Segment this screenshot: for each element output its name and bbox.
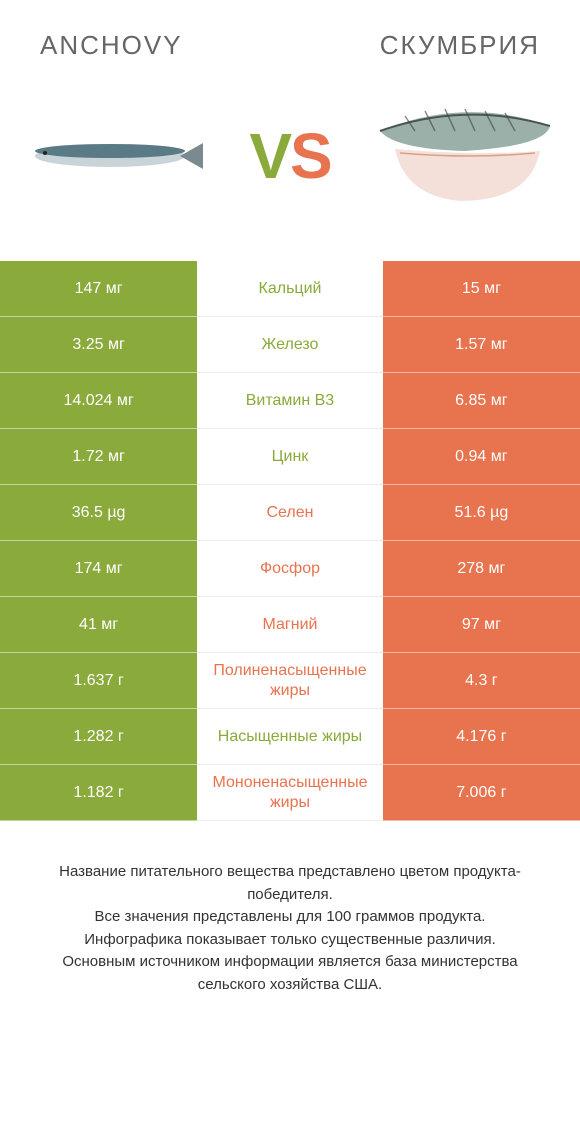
table-row: 14.024 мгВитамин B36.85 мг [0, 373, 580, 429]
nutrient-label-cell: Кальций [197, 261, 383, 317]
footer-notes: Название питательного вещества представл… [0, 821, 580, 1016]
left-value-cell: 14.024 мг [0, 373, 197, 429]
left-value-cell: 1.182 г [0, 765, 197, 821]
right-product-title: СКУМБРИЯ [380, 30, 540, 61]
footer-line-3: Инфографика показывает только существенн… [30, 929, 550, 952]
nutrient-label-cell: Витамин B3 [197, 373, 383, 429]
header: ANCHOVY СКУМБРИЯ [0, 0, 580, 71]
right-value-cell: 97 мг [383, 597, 580, 653]
footer-line-4: Основным источником информации является … [30, 951, 550, 996]
mackerel-image [370, 101, 560, 211]
anchovy-image [20, 101, 210, 211]
right-value-cell: 6.85 мг [383, 373, 580, 429]
table-row: 1.182 гМононенасыщенные жиры7.006 г [0, 765, 580, 821]
table-row: 1.282 гНасыщенные жиры4.176 г [0, 709, 580, 765]
table-row: 147 мгКальций15 мг [0, 261, 580, 317]
nutrient-label-cell: Селен [197, 485, 383, 541]
comparison-table: 147 мгКальций15 мг3.25 мгЖелезо1.57 мг14… [0, 261, 580, 821]
vs-v-letter: V [249, 120, 290, 192]
table-row: 174 мгФосфор278 мг [0, 541, 580, 597]
left-value-cell: 3.25 мг [0, 317, 197, 373]
nutrient-label-cell: Магний [197, 597, 383, 653]
table-row: 1.637 гПолиненасыщенные жиры4.3 г [0, 653, 580, 709]
nutrient-label-cell: Цинк [197, 429, 383, 485]
left-value-cell: 1.637 г [0, 653, 197, 709]
left-value-cell: 1.282 г [0, 709, 197, 765]
nutrient-label-cell: Насыщенные жиры [197, 709, 383, 765]
right-value-cell: 0.94 мг [383, 429, 580, 485]
left-value-cell: 1.72 мг [0, 429, 197, 485]
right-value-cell: 15 мг [383, 261, 580, 317]
right-value-cell: 1.57 мг [383, 317, 580, 373]
right-value-cell: 278 мг [383, 541, 580, 597]
left-value-cell: 147 мг [0, 261, 197, 317]
nutrient-label-cell: Полиненасыщенные жиры [197, 653, 383, 709]
right-value-cell: 51.6 µg [383, 485, 580, 541]
left-value-cell: 41 мг [0, 597, 197, 653]
nutrient-label-cell: Железо [197, 317, 383, 373]
left-value-cell: 36.5 µg [0, 485, 197, 541]
nutrient-label-cell: Мононенасыщенные жиры [197, 765, 383, 821]
right-value-cell: 7.006 г [383, 765, 580, 821]
left-product-title: ANCHOVY [40, 30, 183, 61]
vs-row: VS [0, 71, 580, 261]
table-row: 3.25 мгЖелезо1.57 мг [0, 317, 580, 373]
nutrient-label-cell: Фосфор [197, 541, 383, 597]
table-row: 41 мгМагний97 мг [0, 597, 580, 653]
vs-label: VS [249, 119, 330, 193]
table-row: 36.5 µgСелен51.6 µg [0, 485, 580, 541]
right-value-cell: 4.3 г [383, 653, 580, 709]
table-row: 1.72 мгЦинк0.94 мг [0, 429, 580, 485]
right-value-cell: 4.176 г [383, 709, 580, 765]
left-value-cell: 174 мг [0, 541, 197, 597]
footer-line-2: Все значения представлены для 100 граммо… [30, 906, 550, 929]
vs-s-letter: S [290, 120, 331, 192]
footer-line-1: Название питательного вещества представл… [30, 861, 550, 906]
